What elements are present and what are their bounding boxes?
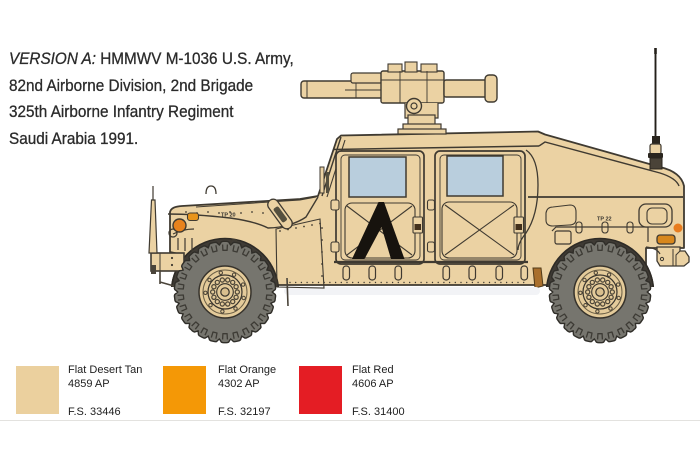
svg-text:TP 20: TP 20 [221,213,236,219]
svg-text:TP 22: TP 22 [597,217,612,223]
